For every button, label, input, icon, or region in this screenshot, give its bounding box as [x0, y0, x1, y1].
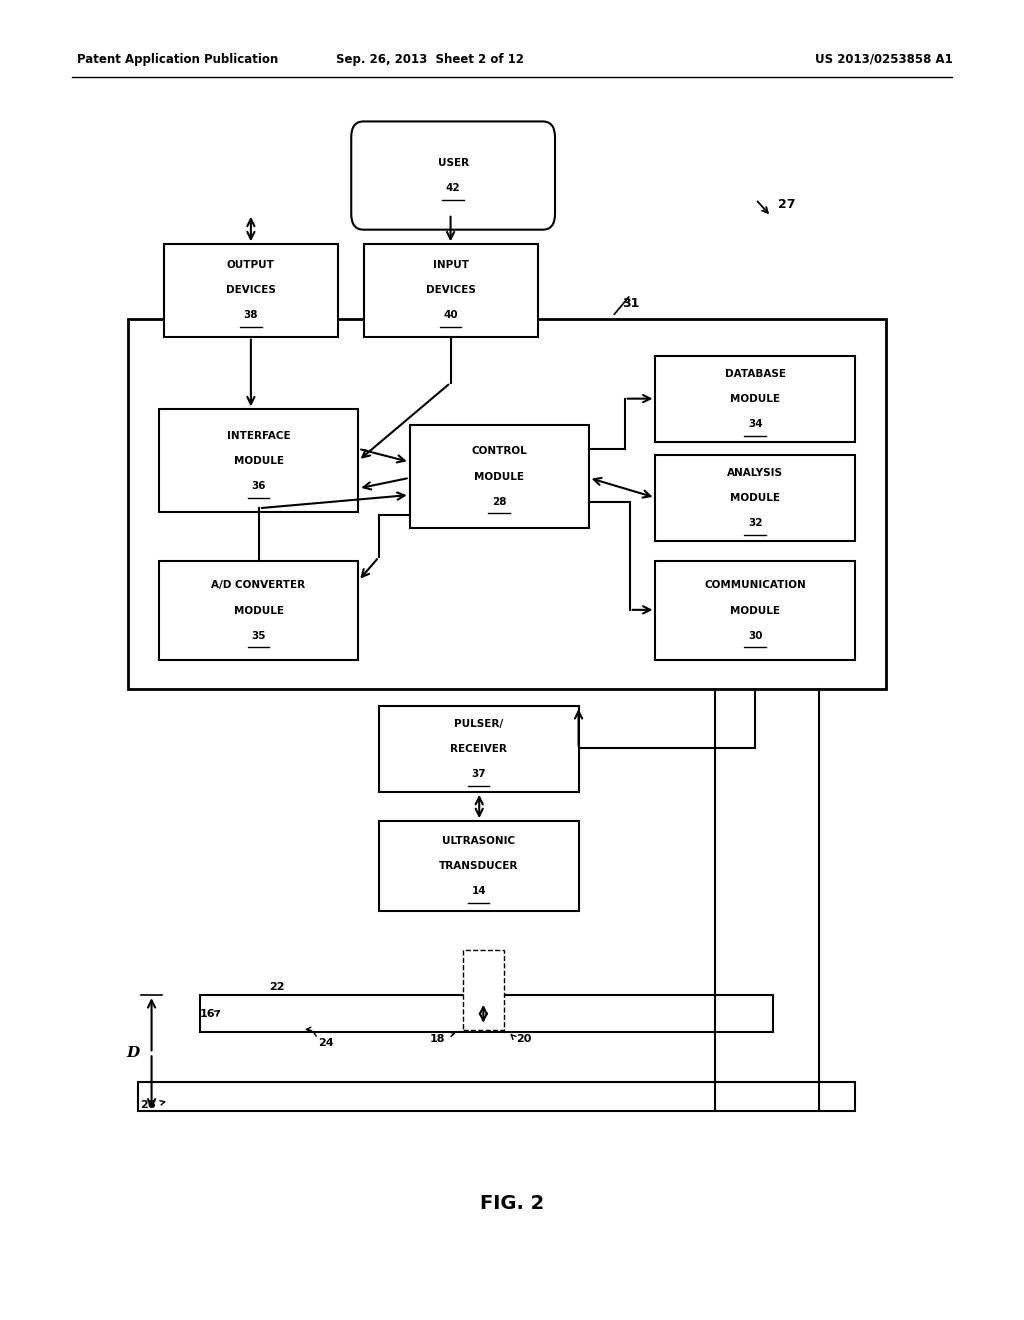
Text: 16: 16 — [200, 1008, 215, 1019]
Text: ULTRASONIC: ULTRASONIC — [442, 836, 515, 846]
Text: PULSER/: PULSER/ — [455, 719, 503, 729]
Text: ANALYSIS: ANALYSIS — [727, 469, 783, 478]
Text: MODULE: MODULE — [474, 471, 524, 482]
Text: MODULE: MODULE — [730, 494, 780, 503]
Text: DEVICES: DEVICES — [226, 285, 275, 296]
Text: 40: 40 — [443, 310, 458, 321]
Bar — [138, 1082, 855, 1111]
Text: D: D — [127, 1047, 139, 1060]
Text: DATABASE: DATABASE — [725, 370, 785, 379]
Text: A/D CONVERTER: A/D CONVERTER — [212, 581, 305, 590]
Text: 42: 42 — [445, 183, 461, 193]
Text: TRANSDUCER: TRANSDUCER — [439, 861, 518, 871]
Text: 18: 18 — [430, 1034, 445, 1044]
Text: 32: 32 — [748, 519, 763, 528]
Text: US 2013/0253858 A1: US 2013/0253858 A1 — [814, 53, 952, 66]
Text: COMMUNICATION: COMMUNICATION — [705, 581, 806, 590]
Text: FIG. 2: FIG. 2 — [480, 1195, 544, 1213]
Bar — [410, 425, 589, 528]
Bar — [364, 244, 538, 337]
Bar — [159, 561, 358, 660]
Text: INTERFACE: INTERFACE — [226, 430, 291, 441]
Text: MODULE: MODULE — [730, 606, 780, 615]
Text: 20: 20 — [516, 1034, 531, 1044]
Bar — [159, 409, 358, 512]
Bar — [379, 821, 579, 911]
Text: MODULE: MODULE — [233, 606, 284, 615]
Text: 37: 37 — [471, 770, 486, 779]
Text: USER: USER — [437, 158, 469, 168]
Bar — [463, 950, 504, 1030]
Bar — [379, 706, 579, 792]
Text: 38: 38 — [244, 310, 258, 321]
Text: 28: 28 — [492, 496, 507, 507]
FancyBboxPatch shape — [351, 121, 555, 230]
Text: 24: 24 — [317, 1038, 334, 1048]
Bar — [164, 244, 338, 337]
Text: 27: 27 — [778, 198, 796, 211]
Text: Sep. 26, 2013  Sheet 2 of 12: Sep. 26, 2013 Sheet 2 of 12 — [336, 53, 524, 66]
Text: 31: 31 — [623, 297, 640, 310]
Text: INPUT: INPUT — [432, 260, 469, 271]
Bar — [655, 455, 855, 541]
Bar — [655, 356, 855, 442]
Text: MODULE: MODULE — [233, 455, 284, 466]
Text: OUTPUT: OUTPUT — [227, 260, 274, 271]
Bar — [128, 319, 886, 689]
Text: Patent Application Publication: Patent Application Publication — [77, 53, 279, 66]
Text: CONTROL: CONTROL — [471, 446, 527, 457]
Text: 22: 22 — [268, 982, 285, 993]
Text: 26: 26 — [140, 1100, 156, 1110]
Text: RECEIVER: RECEIVER — [451, 744, 507, 754]
Bar — [655, 561, 855, 660]
Text: 30: 30 — [748, 631, 763, 640]
Text: DEVICES: DEVICES — [426, 285, 475, 296]
Bar — [200, 995, 773, 1032]
Text: 36: 36 — [251, 480, 266, 491]
Text: 14: 14 — [471, 886, 486, 896]
Text: MODULE: MODULE — [730, 395, 780, 404]
Text: 34: 34 — [748, 420, 763, 429]
Text: 35: 35 — [251, 631, 266, 640]
